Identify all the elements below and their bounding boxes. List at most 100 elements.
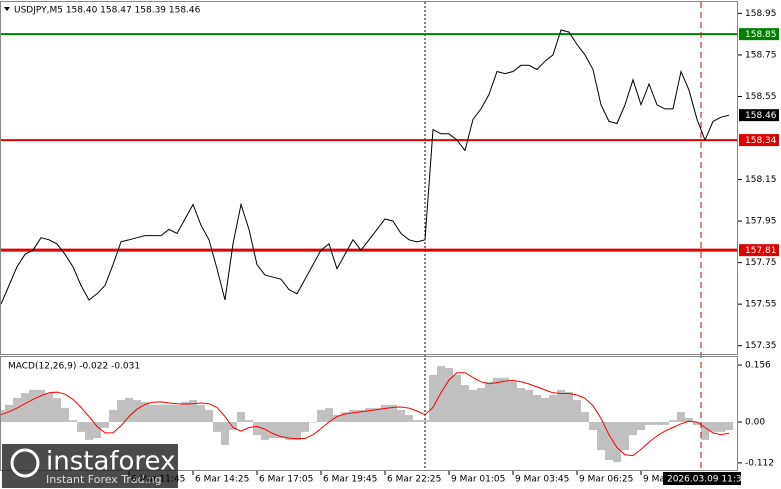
histogram-bar [261, 421, 269, 440]
histogram-bar [493, 377, 501, 422]
y-tick-label: 158.55 [745, 92, 777, 102]
watermark-brand: instaforex [46, 447, 175, 477]
last-price-tag: 158.46 [745, 111, 777, 121]
histogram-bar [541, 397, 549, 422]
histogram-bar [573, 400, 581, 422]
histogram-bar [525, 389, 533, 422]
histogram-bar [477, 388, 485, 422]
histogram-bar [685, 417, 693, 422]
y-tick-label: 158.95 [745, 9, 777, 19]
histogram-bar [61, 408, 69, 422]
histogram-bar [653, 421, 661, 425]
histogram-bar [141, 401, 149, 422]
histogram-bar [101, 421, 109, 428]
histogram-bar [293, 421, 301, 440]
chart-title: USDJPY,M5 158.40 158.47 158.39 158.46 [14, 6, 201, 16]
histogram-bar [277, 421, 285, 439]
histogram-bar [509, 381, 517, 422]
x-tick-label: 6 Mar 11:45 [131, 475, 185, 485]
histogram-bar [21, 393, 29, 422]
histogram-bar [589, 421, 597, 431]
histogram-bar [413, 420, 421, 422]
histogram-bar [357, 409, 365, 422]
watermark-logo [10, 448, 40, 478]
title-arrow [4, 7, 10, 11]
histogram-bar [165, 404, 173, 422]
histogram-bar [173, 404, 181, 422]
y-tick-label: 0.00 [745, 417, 765, 427]
histogram-bar [517, 388, 525, 422]
y-tick-label: 158.15 [745, 175, 777, 185]
signal-line [0, 372, 730, 457]
histogram-bar [333, 415, 341, 422]
histogram-bar [453, 374, 461, 422]
histogram-bar [197, 404, 205, 422]
level-tag: 157.81 [745, 246, 777, 256]
histogram-bar [309, 421, 317, 423]
y-tick-label: 157.75 [745, 258, 777, 268]
histogram-bar [605, 421, 613, 460]
x-tick-label: 9 Mar 06:25 [579, 475, 633, 485]
histogram-bar [269, 421, 277, 439]
histogram-bar [237, 412, 245, 422]
histogram-bar [5, 404, 13, 422]
histogram-bar [597, 421, 605, 451]
x-tick-label: 6 Mar 22:25 [387, 475, 441, 485]
histogram-bar [109, 409, 117, 422]
histogram-bar [157, 404, 165, 422]
y-tick-label: 157.35 [745, 341, 777, 351]
x-tick-label: 6 Mar 17:05 [259, 475, 313, 485]
histogram-bar [397, 409, 405, 422]
watermark: instaforex Instant Forex Trading [2, 444, 178, 488]
histogram-bar [501, 377, 509, 422]
histogram-bar [205, 409, 213, 422]
price-panel-frame [0, 1, 738, 355]
x-tick-label: 6 Mar 14:25 [195, 475, 249, 485]
histogram-bar [621, 421, 629, 451]
x-tick-label: 9 Mar 01:05 [451, 475, 505, 485]
histogram-bar [549, 394, 557, 422]
histogram-bar [53, 397, 61, 422]
histogram-bar [557, 389, 565, 422]
x-tick-label: 6 Mar 19:45 [323, 475, 377, 485]
macd-panel-frame [0, 356, 738, 471]
histogram-bar [445, 367, 453, 422]
histogram-bar [285, 421, 293, 440]
histogram-bar [37, 389, 45, 422]
histogram-bar [461, 385, 469, 422]
histogram-bar [717, 421, 725, 432]
histogram-bar [661, 421, 669, 425]
histogram-bar [533, 394, 541, 422]
histogram-bar [389, 404, 397, 422]
x-tick-label: 9 Mar 03:45 [515, 475, 569, 485]
histogram-bar [125, 397, 133, 422]
histogram-bar [565, 392, 573, 422]
histogram-bar [133, 400, 141, 422]
histogram-bar [189, 400, 197, 422]
histogram-bar [701, 421, 709, 440]
histogram-bar [613, 421, 621, 463]
histogram-bar [221, 421, 229, 445]
y-tick-label: 157.55 [745, 300, 777, 310]
histogram-bar [69, 420, 77, 422]
histogram-bar [77, 421, 85, 432]
histogram-bar [581, 412, 589, 422]
cursor-label: 2026.03.09 11:30 [667, 475, 748, 485]
histogram-bar [629, 421, 637, 436]
histogram-bar [645, 421, 653, 425]
histogram-bar [229, 421, 237, 431]
histogram-bar [0, 409, 5, 422]
price-line [0, 29, 730, 305]
histogram-bar [693, 421, 701, 425]
histogram-bar [381, 404, 389, 422]
y-tick-label: 157.95 [745, 217, 777, 227]
level-tag-bg [739, 134, 779, 147]
histogram-bar [709, 421, 717, 432]
histogram-bar [85, 421, 93, 440]
histogram-bar [677, 412, 685, 422]
level-tag: 158.85 [745, 30, 777, 40]
histogram-bar [213, 421, 221, 432]
histogram-bar [245, 420, 253, 422]
level-tag-bg [739, 244, 779, 257]
